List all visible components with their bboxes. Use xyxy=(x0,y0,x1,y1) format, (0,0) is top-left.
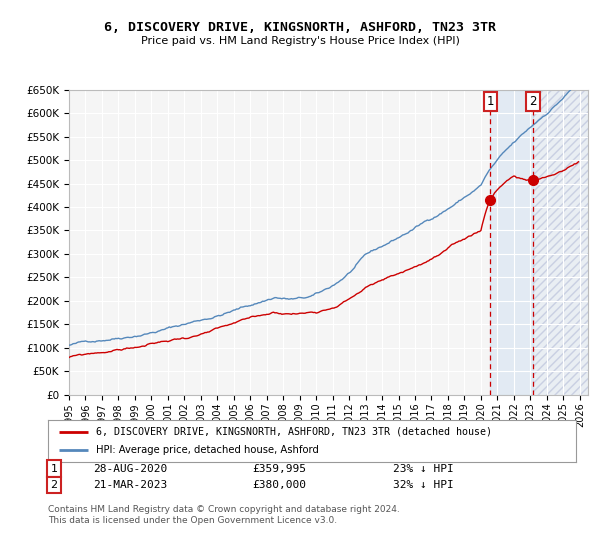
Text: 2: 2 xyxy=(529,95,537,108)
Text: 23% ↓ HPI: 23% ↓ HPI xyxy=(393,464,454,474)
Text: 6, DISCOVERY DRIVE, KINGSNORTH, ASHFORD, TN23 3TR: 6, DISCOVERY DRIVE, KINGSNORTH, ASHFORD,… xyxy=(104,21,496,34)
Text: Contains HM Land Registry data © Crown copyright and database right 2024.
This d: Contains HM Land Registry data © Crown c… xyxy=(48,505,400,525)
Text: HPI: Average price, detached house, Ashford: HPI: Average price, detached house, Ashf… xyxy=(95,445,319,455)
Text: 6, DISCOVERY DRIVE, KINGSNORTH, ASHFORD, TN23 3TR (detached house): 6, DISCOVERY DRIVE, KINGSNORTH, ASHFORD,… xyxy=(95,427,491,437)
Text: £359,995: £359,995 xyxy=(252,464,306,474)
Text: 21-MAR-2023: 21-MAR-2023 xyxy=(93,480,167,490)
Text: £380,000: £380,000 xyxy=(252,480,306,490)
Text: 1: 1 xyxy=(50,464,58,474)
Text: 28-AUG-2020: 28-AUG-2020 xyxy=(93,464,167,474)
Bar xyxy=(490,90,533,395)
Text: 32% ↓ HPI: 32% ↓ HPI xyxy=(393,480,454,490)
Bar xyxy=(533,90,588,395)
Text: 2: 2 xyxy=(50,480,58,490)
Text: 1: 1 xyxy=(487,95,494,108)
Bar xyxy=(533,90,588,395)
Text: Price paid vs. HM Land Registry's House Price Index (HPI): Price paid vs. HM Land Registry's House … xyxy=(140,36,460,46)
